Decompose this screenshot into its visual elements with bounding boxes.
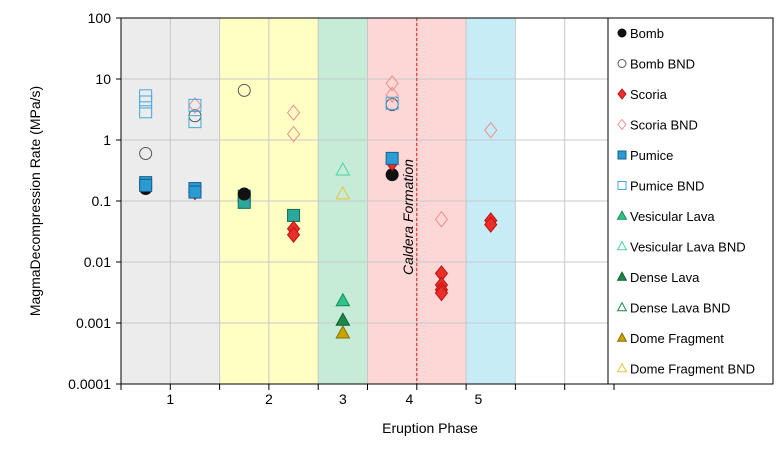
legend-label-scoria: Scoria bbox=[630, 87, 668, 102]
legend-label-bomb-bnd: Bomb BND bbox=[630, 57, 695, 72]
data-point-pumice-bnd bbox=[139, 105, 153, 119]
legend-marker-bomb-bnd bbox=[617, 59, 627, 68]
legend-marker-scoria bbox=[617, 88, 627, 100]
data-point-vesicular-lava-bnd bbox=[335, 161, 351, 176]
data-point-scoria bbox=[484, 216, 498, 233]
data-point-scoria-bnd bbox=[286, 104, 301, 122]
x-axis: 1 2 3 4 5 bbox=[120, 383, 740, 407]
legend-label-bomb: Bomb bbox=[630, 26, 664, 41]
legend-label-pumice-bnd: Pumice BND bbox=[630, 179, 704, 194]
y-axis-label: MagmaDecompression Rate (MPa/s) bbox=[27, 86, 43, 316]
legend-label-dense-lava-bnd: Dense Lava BND bbox=[630, 301, 730, 316]
legend-label-vesicular-lava-bnd: Vesicular Lava BND bbox=[630, 240, 746, 255]
data-point-pumice bbox=[139, 178, 153, 192]
data-point-pumice bbox=[385, 151, 399, 165]
x-tick-label: 4 bbox=[406, 391, 414, 407]
data-point-scoria bbox=[434, 284, 449, 302]
y-axis: 0.0001 0.001 0.01 0.1 1 10 100 bbox=[68, 10, 121, 392]
x-tick-label: 1 bbox=[166, 391, 174, 407]
y-tick-label: 0.0001 bbox=[68, 376, 111, 392]
data-point-scoria bbox=[286, 226, 301, 244]
data-point-bomb-bnd bbox=[139, 147, 153, 161]
data-point-pumice-bnd bbox=[139, 95, 153, 109]
x-axis-label: Eruption Phase bbox=[382, 420, 478, 436]
legend-label-dense-lava: Dense Lava bbox=[630, 270, 700, 285]
legend-box bbox=[607, 17, 774, 385]
data-point-vesicular-lava bbox=[335, 292, 351, 307]
x-tick-label: 3 bbox=[339, 391, 347, 407]
y-tick-label: 100 bbox=[88, 10, 112, 26]
data-point-scoria-bnd bbox=[188, 97, 202, 114]
data-point-scoria-bnd bbox=[385, 75, 399, 92]
legend-marker-dome-fragment-bnd bbox=[616, 362, 628, 373]
data-point-pumice bbox=[188, 185, 202, 199]
legend-label-dome-fragment-bnd: Dome Fragment BND bbox=[630, 362, 755, 377]
y-tick-label: 10 bbox=[95, 71, 111, 87]
legend-marker-dense-lava bbox=[616, 271, 628, 281]
data-points bbox=[139, 75, 498, 339]
data-point-pumice-bnd bbox=[188, 115, 202, 129]
legend-marker-vesicular-lava bbox=[616, 210, 628, 220]
legend-label-vesicular-lava: Vesicular Lava bbox=[630, 209, 715, 224]
x-tick-label: 5 bbox=[475, 391, 483, 407]
legend-marker-dense-lava-bnd bbox=[616, 301, 628, 312]
y-tick-label: 0.01 bbox=[84, 254, 111, 270]
y-tick-label: 1 bbox=[103, 132, 111, 148]
x-tick-label: 2 bbox=[265, 391, 273, 407]
legend-marker-dome-fragment bbox=[616, 332, 628, 342]
legend-marker-vesicular-lava-bnd bbox=[616, 240, 628, 251]
legend-marker-bomb bbox=[617, 28, 627, 38]
legend-marker-scoria-bnd bbox=[617, 118, 627, 131]
y-tick-label: 0.001 bbox=[76, 315, 111, 331]
data-point-dome-fragment bbox=[335, 324, 351, 339]
legend-label-dome-fragment: Dome Fragment bbox=[630, 331, 724, 346]
data-point bbox=[287, 208, 301, 222]
y-tick-label: 0.1 bbox=[92, 193, 112, 209]
data-point-scoria-bnd bbox=[484, 121, 498, 139]
data-point-pumice-bnd bbox=[385, 96, 399, 110]
data-point-scoria-bnd bbox=[286, 125, 301, 143]
data-point-pumice-bnd bbox=[188, 98, 202, 112]
legend-marker-pumice-bnd bbox=[617, 181, 627, 190]
data-point-dome-fragment-bnd bbox=[335, 185, 351, 200]
data-point-scoria-bnd bbox=[434, 211, 449, 228]
legend-marker-pumice bbox=[617, 150, 627, 160]
legend: Bomb Bomb BND Scoria Scoria BND Pumice Pumice… bbox=[607, 17, 774, 385]
data-point-bomb-bnd bbox=[237, 83, 251, 97]
data-point-scoria-bnd bbox=[385, 86, 399, 104]
legend-label-scoria-bnd: Scoria BND bbox=[630, 118, 698, 133]
data-point-bomb bbox=[237, 187, 251, 201]
legend-label-pumice: Pumice bbox=[630, 148, 673, 163]
caldera-formation-label: Caldera Formation bbox=[400, 159, 416, 275]
